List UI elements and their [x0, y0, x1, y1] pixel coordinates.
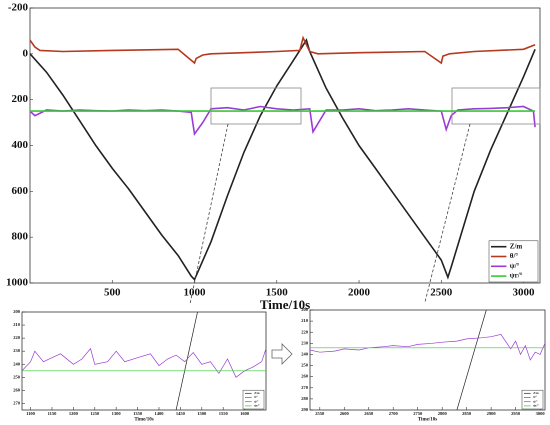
x-tick-label: 1200 [69, 411, 79, 416]
y-tick-label: 290 [301, 407, 309, 412]
y-tick-label: 280 [301, 396, 309, 401]
y-tick-label: 210 [301, 318, 309, 323]
y-tick-label: 250 [301, 363, 309, 368]
x-axis-label: Time/10s [134, 418, 153, 423]
series-line [310, 334, 545, 361]
series-line [30, 35, 536, 65]
legend-label: ψ/° [533, 399, 538, 403]
y-tick-label: 250 [13, 374, 21, 379]
series-line [456, 310, 487, 410]
y-tick-label: 210 [13, 322, 21, 327]
y-tick-label: 220 [13, 335, 21, 340]
plot-area [309, 309, 546, 411]
x-tick-label: 2550 [315, 411, 325, 416]
x-tick-label: 1000 [184, 286, 207, 298]
zoom-arrow [424, 123, 471, 303]
x-axis-label: Time/10s [418, 418, 437, 423]
y-tick-label: 240 [301, 351, 309, 356]
plot-area [21, 311, 267, 411]
legend-label: ψr/° [533, 404, 539, 408]
y-tick-label: 800 [12, 231, 29, 243]
x-tick-label: 1350 [133, 411, 143, 416]
x-tick-label: 2000 [348, 286, 371, 298]
legend-label: ψ/° [510, 262, 520, 270]
x-tick-label: 2650 [364, 411, 374, 416]
x-tick-label: 2850 [462, 411, 472, 416]
plot-area [29, 7, 541, 284]
y-tick-label: 270 [301, 385, 309, 390]
legend-box [521, 389, 544, 410]
y-tick-label: 200 [301, 307, 309, 312]
legend-label: Z/m [510, 242, 523, 250]
x-tick-label: 1100 [26, 411, 36, 416]
x-tick-label: 2950 [511, 411, 521, 416]
zoom-arrow [189, 123, 229, 305]
arrow-icon [271, 343, 293, 365]
y-tick-label: 1000 [6, 277, 29, 289]
x-tick-label: 1600 [240, 411, 250, 416]
zoom-box [451, 87, 541, 125]
y-tick-label: 230 [301, 340, 309, 345]
y-tick-label: 0 [23, 47, 29, 59]
legend-label: θ/° [510, 252, 519, 260]
y-tick-label: 270 [13, 400, 21, 405]
legend-label: θ/° [533, 395, 537, 399]
x-axis-label: Time/10s [260, 297, 310, 312]
x-tick-label: 2700 [389, 411, 399, 416]
x-tick-label: 2900 [487, 411, 497, 416]
x-tick-label: 2600 [340, 411, 350, 416]
x-tick-label: 1500 [197, 411, 207, 416]
y-tick-label: 220 [301, 329, 309, 334]
y-tick-label: 600 [12, 185, 29, 197]
legend-label: ψr/° [254, 404, 260, 408]
x-tick-label: 2750 [413, 411, 423, 416]
x-tick-label: 3000 [536, 411, 546, 416]
legend-label: ψ/° [254, 399, 259, 403]
y-tick-label: 200 [13, 309, 21, 314]
legend-label: θ/° [254, 395, 258, 399]
x-tick-label: 1450 [176, 411, 186, 416]
x-tick-label: 2800 [438, 411, 448, 416]
x-tick-label: 3000 [513, 286, 536, 298]
legend-label: Z/m [533, 391, 539, 395]
x-tick-label: 1400 [154, 411, 164, 416]
x-tick-label: 1550 [219, 411, 229, 416]
series-line [175, 312, 198, 410]
y-tick-label: 240 [13, 361, 21, 366]
x-tick-label: 1500 [266, 286, 289, 298]
legend-label: Z/m [254, 391, 260, 395]
y-tick-label: 400 [12, 139, 29, 151]
zoom-box [210, 87, 302, 125]
legend-box [488, 240, 539, 283]
y-tick-label: 230 [13, 348, 21, 353]
legend-box [242, 389, 265, 410]
y-tick-label: 260 [13, 387, 21, 392]
y-tick-label: 200 [12, 93, 29, 105]
y-tick-label: -200 [8, 2, 29, 14]
x-tick-label: 2500 [430, 286, 453, 298]
series-line [22, 347, 266, 378]
y-tick-label: 260 [301, 374, 309, 379]
x-tick-label: 1300 [112, 411, 122, 416]
x-tick-label: 1250 [90, 411, 100, 416]
x-tick-label: 1150 [48, 411, 58, 416]
series-line [30, 38, 536, 282]
legend-label: ψr/° [510, 272, 523, 280]
x-tick-label: 500 [104, 286, 121, 298]
